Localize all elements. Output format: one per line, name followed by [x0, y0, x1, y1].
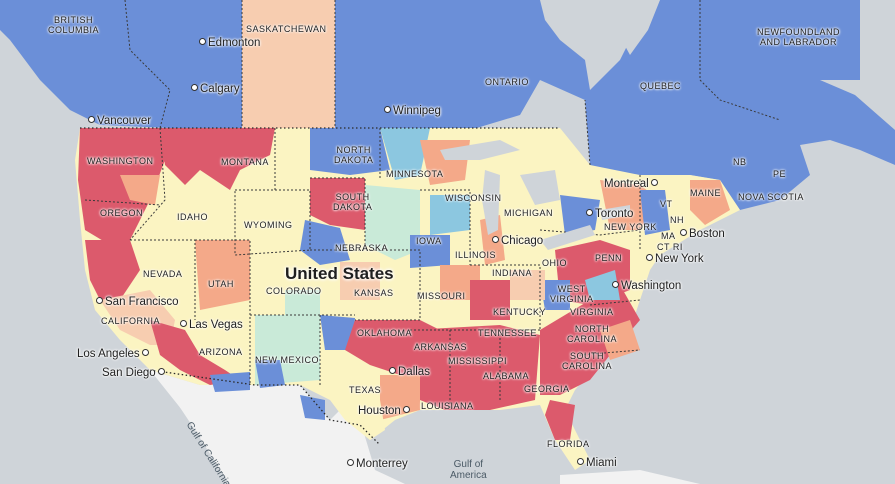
cuba-area	[560, 470, 700, 484]
saskatchewan-area	[242, 0, 335, 128]
region-fills	[78, 128, 730, 440]
canada-west-area	[0, 0, 242, 128]
baja-area	[160, 375, 250, 484]
canada-east-area	[335, 0, 895, 210]
country-borders	[80, 127, 560, 446]
mexico-area	[150, 370, 405, 484]
state-borders	[84, 0, 781, 410]
great-lakes	[440, 140, 630, 250]
hudson-bay-east	[600, 0, 660, 55]
